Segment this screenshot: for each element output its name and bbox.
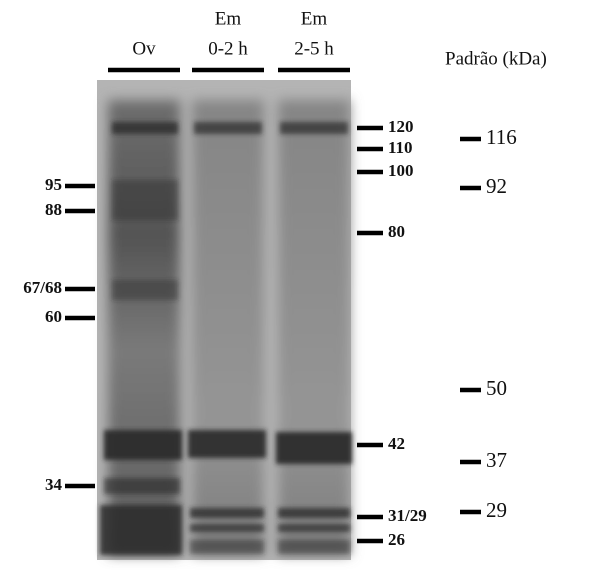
marker-label: 67/68 <box>23 278 62 297</box>
standard-label: 116 <box>486 125 517 149</box>
lane-label: Em <box>215 8 242 29</box>
standard-label: 92 <box>486 174 507 198</box>
lane-label: Em <box>301 8 328 29</box>
marker-label: 95 <box>45 175 62 194</box>
standard-label: 50 <box>486 376 507 400</box>
gel <box>97 80 352 560</box>
marker-label: 88 <box>45 200 62 219</box>
marker-label: 80 <box>388 222 405 241</box>
lane-label: Ov <box>132 38 156 59</box>
marker-label: 110 <box>388 138 413 157</box>
marker-label: 100 <box>388 161 414 180</box>
standard-label: 29 <box>486 498 507 522</box>
lane-label: 2-5 h <box>294 38 334 59</box>
marker-label: 26 <box>388 530 405 549</box>
marker-label: 120 <box>388 117 414 136</box>
marker-label: 34 <box>45 475 63 494</box>
marker-label: 60 <box>45 307 62 326</box>
marker-label: 31/29 <box>388 506 427 525</box>
standards-title: Padrão (kDa) <box>445 48 547 69</box>
standard-label: 37 <box>486 448 507 472</box>
lane-label: 0-2 h <box>208 38 248 59</box>
marker-label: 42 <box>388 434 405 453</box>
